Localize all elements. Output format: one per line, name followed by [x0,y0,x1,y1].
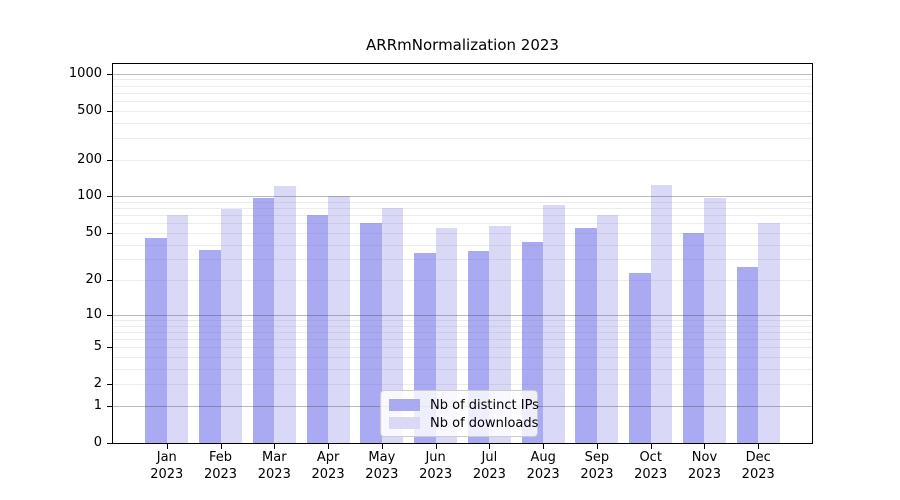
x-tick-mark [758,444,760,449]
x-tick-mark [328,444,330,449]
y-tick-label: 0 [93,435,102,450]
bar-downloads-aug [543,204,565,443]
x-tick-label-oct: Oct 2023 [634,450,668,482]
y-tick-label: 5 [93,339,102,355]
gridline-minor [113,110,812,112]
y-tick-mark [107,196,112,198]
bar-distinct_ips-mar [252,197,275,443]
bar-distinct_ips-jan [145,238,167,443]
plot-area [112,63,813,444]
x-tick-mark [704,444,706,449]
y-tick-label: 50 [85,224,102,240]
legend-item-downloads: Nb of downloads [389,415,538,431]
legend-swatch-distinct-ips [389,399,420,411]
bar-distinct_ips-may [360,223,382,443]
gridline-minor [113,137,812,139]
x-tick-mark [166,444,168,449]
x-tick-label-apr: Apr 2023 [311,450,345,482]
bar-downloads-nov [704,198,726,443]
gridline-minor [113,79,812,81]
y-tick-mark [107,384,112,386]
bar-downloads-feb [220,209,243,443]
x-tick-label-may: May 2023 [365,450,399,482]
legend-swatch-downloads [389,417,420,429]
x-tick-label-nov: Nov 2023 [687,450,721,482]
x-tick-mark [435,444,437,449]
x-tick-mark [489,444,491,449]
y-tick-mark [107,280,112,282]
x-tick-label-aug: Aug 2023 [526,450,560,482]
y-tick-label: 2 [93,376,102,392]
x-tick-mark [543,444,545,449]
bar-downloads-jan [166,215,189,443]
x-tick-label-dec: Dec 2023 [741,450,775,482]
bar-downloads-sep [596,215,619,443]
legend-item-distinct-ips: Nb of distinct IPs [389,397,539,413]
bar-distinct_ips-feb [199,250,221,443]
y-tick-label: 1000 [68,65,102,81]
gridline-minor [113,101,812,102]
y-tick-mark [107,314,112,316]
bar-downloads-apr [328,196,350,443]
gridline-minor [113,122,812,124]
y-tick-label: 200 [77,151,102,167]
legend-label-downloads: Nb of downloads [430,415,539,431]
y-tick-mark [107,443,112,444]
x-tick-label-jun: Jun 2023 [419,450,453,482]
legend: Nb of distinct IPs Nb of downloads [380,390,539,437]
y-tick-mark [107,347,112,349]
bar-downloads-mar [274,186,296,443]
gridline-minor [113,85,812,87]
chart-title: ARRmNormalization 2023 [366,36,559,54]
bar-downloads-jun [435,227,458,443]
y-tick-label: 1 [93,397,102,413]
y-tick-label: 100 [77,188,102,204]
x-tick-mark [381,444,383,449]
x-tick-label-feb: Feb 2023 [203,450,238,482]
bar-downloads-oct [650,184,673,443]
bar-downloads-jul [489,225,511,443]
gridline-major [113,73,812,75]
x-tick-mark [650,444,652,449]
bar-downloads-may [381,208,404,443]
x-tick-mark [596,444,598,449]
y-tick-mark [107,159,112,161]
x-tick-label-jan: Jan 2023 [150,450,184,482]
legend-label-distinct-ips: Nb of distinct IPs [430,397,539,413]
bar-distinct_ips-sep [575,227,597,443]
y-tick-mark [107,232,112,234]
gridline-minor [113,92,812,94]
y-tick-mark [107,73,112,75]
bar-distinct_ips-nov [682,232,705,443]
x-tick-label-sep: Sep 2023 [580,450,614,482]
bar-distinct_ips-dec [736,266,759,443]
y-tick-label: 500 [77,102,102,118]
gridline-major [113,196,812,198]
bar-downloads-dec [758,223,780,443]
x-tick-label-mar: Mar 2023 [257,450,291,482]
y-tick-label: 20 [85,272,102,288]
y-tick-mark [107,405,112,407]
bar-distinct_ips-apr [306,215,329,443]
bar-distinct_ips-oct [629,273,651,443]
x-tick-label-jul: Jul 2023 [472,450,506,482]
gridline-minor [113,159,812,161]
x-tick-mark [220,444,222,449]
y-tick-mark [107,110,112,112]
x-tick-mark [274,444,276,449]
y-tick-label: 10 [85,306,102,322]
